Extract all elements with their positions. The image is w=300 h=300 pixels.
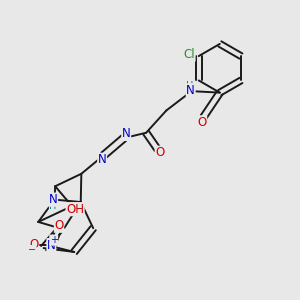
Text: O: O	[197, 116, 207, 129]
Text: N: N	[49, 193, 58, 206]
Text: N: N	[98, 153, 106, 166]
Text: H: H	[50, 201, 57, 211]
Text: OH: OH	[66, 202, 84, 216]
Text: −: −	[28, 245, 36, 256]
Text: N: N	[47, 238, 56, 252]
Text: N: N	[186, 84, 195, 97]
Text: O: O	[29, 238, 39, 251]
Text: O: O	[155, 146, 164, 159]
Text: Cl: Cl	[183, 48, 195, 61]
Text: N: N	[122, 128, 130, 140]
Text: O: O	[54, 219, 64, 232]
Text: +: +	[50, 235, 58, 245]
Text: H: H	[185, 81, 193, 91]
